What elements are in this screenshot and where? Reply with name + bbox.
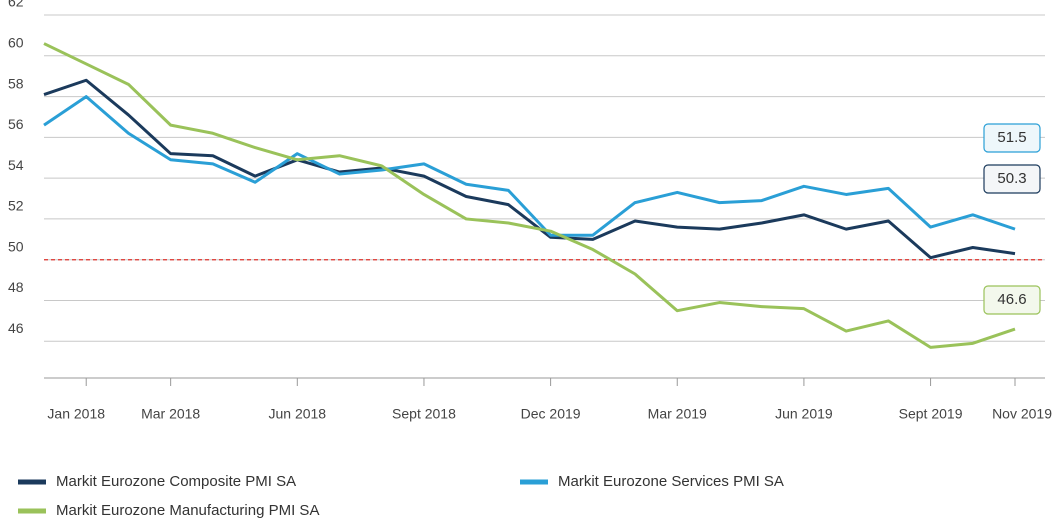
series-line [43,78,1016,260]
y-tick-label: 56 [8,116,24,132]
x-tick-label: Sept 2018 [392,406,456,422]
y-tick-label: 54 [8,157,24,173]
value-label-box [983,123,1041,153]
series-line [43,95,1016,237]
value-label: 46.6 [997,291,1026,308]
y-tick-label: 48 [8,279,24,295]
y-tick-label: 50 [8,238,24,254]
value-label-box [983,164,1041,194]
value-label: 51.5 [997,129,1026,146]
legend-label: Markit Eurozone Composite PMI SA [56,473,296,490]
x-tick-label: Jun 2019 [775,406,833,422]
series-line [43,42,1016,349]
x-tick-label: Mar 2019 [648,406,707,422]
value-label: 50.3 [997,170,1026,187]
x-tick-label: Jun 2018 [268,406,326,422]
legend-label: Markit Eurozone Services PMI SA [558,473,784,490]
y-tick-label: 52 [8,198,24,214]
y-tick-label: 62 [8,0,24,10]
x-tick-label: Dec 2019 [521,406,581,422]
y-tick-label: 60 [8,34,24,50]
legend-label: Markit Eurozone Manufacturing PMI SA [56,502,319,519]
y-tick-label: 46 [8,320,24,336]
y-tick-label: 58 [8,75,24,91]
x-tick-label: Jan 2018 [47,406,105,422]
x-tick-label: Mar 2018 [141,406,200,422]
x-tick-label: Nov 2019 [992,406,1052,422]
x-tick-label: Sept 2019 [899,406,963,422]
value-label-box [983,285,1041,315]
